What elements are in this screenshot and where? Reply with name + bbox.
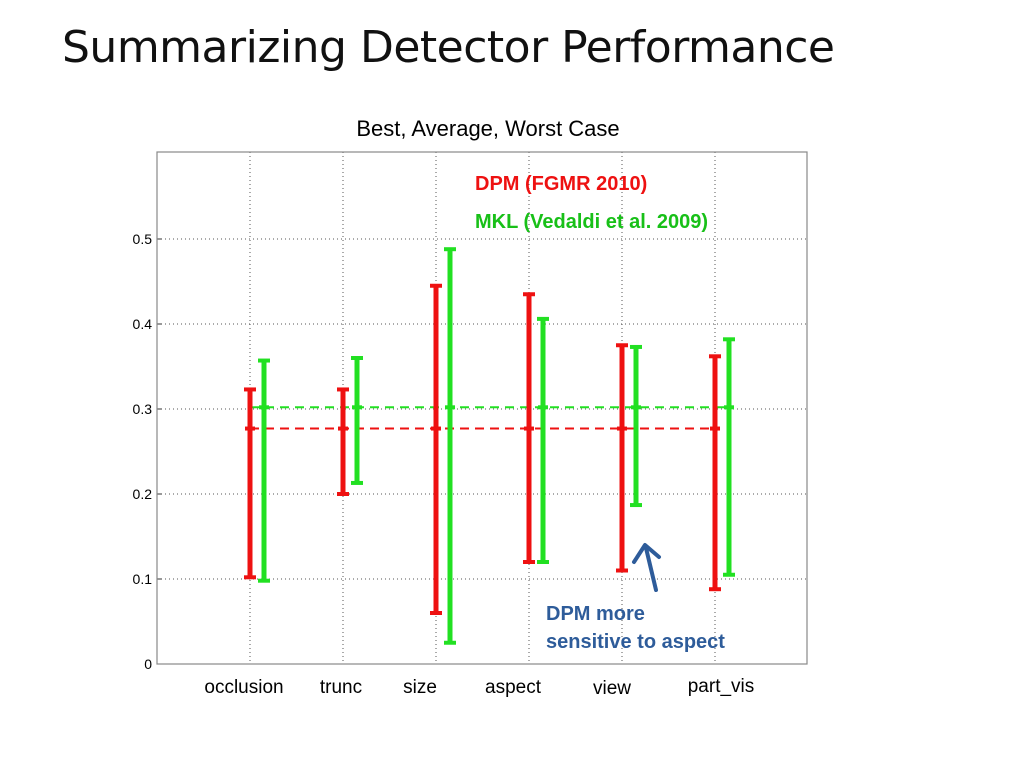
x-category-aspect: aspect	[485, 677, 541, 698]
x-category-part-vis: part_vis	[687, 676, 755, 697]
y-tick-label: 0	[144, 656, 152, 672]
arrow-up-icon	[644, 546, 658, 592]
y-tick-label: 0.2	[133, 486, 153, 502]
plot-frame	[156, 151, 808, 665]
y-tick-label: 0.4	[133, 316, 153, 332]
y-tick-label: 0.1	[133, 571, 153, 587]
x-category-size: size	[403, 677, 437, 698]
legend-dpm: DPM (FGMR 2010)	[475, 173, 648, 195]
y-tick-label: 0.5	[133, 231, 153, 247]
y-tick-label: 0.3	[133, 401, 153, 417]
arrow-head-icon	[632, 543, 661, 564]
legend-mkl: MKL (Vedaldi et al. 2009)	[475, 211, 709, 233]
slide-title: Summarizing Detector Performance	[62, 22, 835, 73]
chart-title: Best, Average, Worst Case	[356, 116, 620, 141]
x-category-occlusion: occlusion	[204, 677, 284, 698]
x-category-view: view	[592, 678, 632, 699]
annotation-line-2: sensitive to aspect	[546, 631, 725, 653]
x-category-trunc: trunc	[319, 677, 363, 698]
annotation-line-1: DPM more	[546, 603, 645, 625]
annotation-text: DPM more sensitive to aspect	[546, 600, 725, 656]
